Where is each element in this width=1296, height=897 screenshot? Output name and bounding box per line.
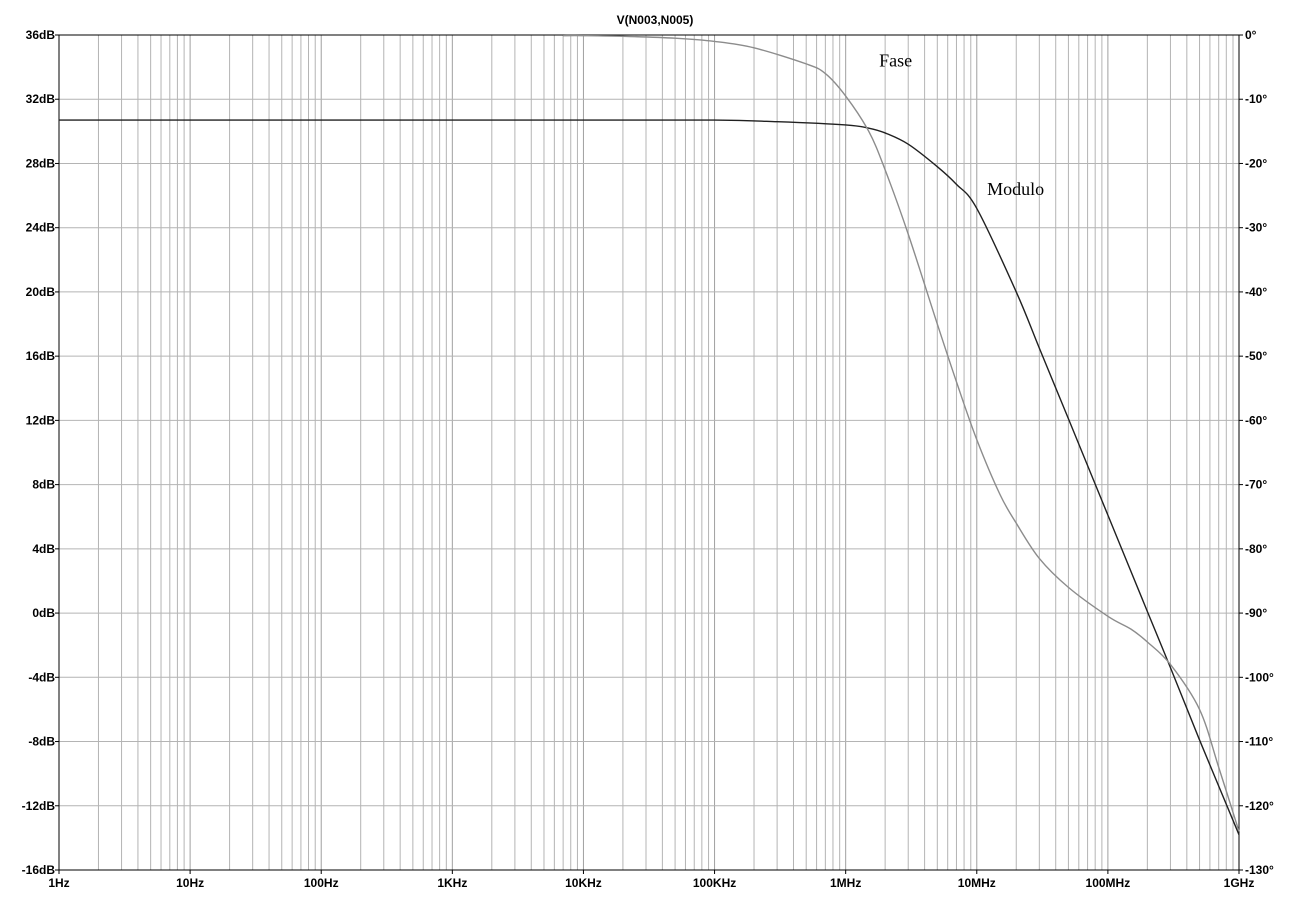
y-right-tick-label: -20° bbox=[1245, 156, 1267, 170]
y-left-tick-label: -16dB bbox=[22, 863, 56, 877]
y-left-tick-label: 16dB bbox=[26, 349, 56, 363]
chart-title: V(N003,N005) bbox=[617, 13, 694, 27]
x-tick-label: 1GHz bbox=[1224, 876, 1255, 890]
series-line-modulo bbox=[59, 119, 1240, 835]
x-axis-ticks: 1Hz 10Hz 100Hz 1KHz 10KHz 100KHz 1MHz 10MHz 100M… bbox=[48, 870, 1254, 890]
y-right-tick-label: -80° bbox=[1245, 542, 1267, 556]
y-right-tick-label: -60° bbox=[1245, 413, 1267, 427]
y-right-tick-label: -40° bbox=[1245, 285, 1267, 299]
y-right-tick-label: -110° bbox=[1245, 735, 1273, 749]
y-left-tick-label: 8dB bbox=[32, 478, 55, 492]
annotation-fase: Fase bbox=[879, 51, 912, 71]
y-right-tick-label: -120° bbox=[1245, 799, 1274, 813]
y-left-tick-label: 4dB bbox=[32, 542, 55, 556]
x-tick-label: 100Hz bbox=[304, 876, 339, 890]
y-left-tick-label: 24dB bbox=[26, 221, 56, 235]
x-tick-label: 1KHz bbox=[437, 876, 467, 890]
y-right-tick-label: -50° bbox=[1245, 349, 1267, 363]
x-tick-label: 10MHz bbox=[958, 876, 996, 890]
y-left-tick-label: 0dB bbox=[32, 606, 55, 620]
y-right-tick-label: -70° bbox=[1245, 478, 1267, 492]
series-layer bbox=[59, 34, 1240, 835]
y-left-tick-label: -4dB bbox=[28, 670, 55, 684]
y-left-tick-label: 32dB bbox=[26, 92, 56, 106]
x-tick-label: 100KHz bbox=[693, 876, 736, 890]
x-tick-label: 1MHz bbox=[830, 876, 861, 890]
annotation-layer: Fase Modulo bbox=[879, 51, 1044, 199]
y-right-axis-ticks: 0° -10° -20° -30° -40° -50° -60° -70° -80° -90° -1… bbox=[1239, 28, 1274, 877]
x-tick-label: 1Hz bbox=[48, 876, 69, 890]
y-left-axis-ticks: 36dB 32dB 28dB 24dB 20dB 16dB 12dB 8dB 4dB 0dB -4d… bbox=[22, 28, 59, 877]
y-left-tick-label: 28dB bbox=[26, 156, 56, 170]
y-right-tick-label: -30° bbox=[1245, 221, 1267, 235]
grid-layer bbox=[58, 34, 1240, 871]
y-right-tick-label: -10° bbox=[1245, 92, 1267, 106]
plot-frame bbox=[58, 34, 1240, 871]
y-left-tick-label: 36dB bbox=[26, 28, 56, 42]
y-left-tick-label: -8dB bbox=[28, 735, 55, 749]
y-right-tick-label: -100° bbox=[1245, 670, 1274, 684]
y-left-tick-label: -12dB bbox=[22, 799, 56, 813]
annotation-modulo: Modulo bbox=[987, 179, 1044, 199]
x-tick-label: 100MHz bbox=[1086, 876, 1131, 890]
y-left-tick-label: 20dB bbox=[26, 285, 56, 299]
y-right-tick-label: -90° bbox=[1245, 606, 1267, 620]
x-tick-label: 10Hz bbox=[176, 876, 204, 890]
y-right-tick-label: -130° bbox=[1245, 863, 1274, 877]
x-tick-label: 10KHz bbox=[565, 876, 602, 890]
y-right-tick-label: 0° bbox=[1245, 28, 1257, 42]
y-left-tick-label: 12dB bbox=[26, 413, 56, 427]
series-line-fase bbox=[563, 34, 1240, 832]
